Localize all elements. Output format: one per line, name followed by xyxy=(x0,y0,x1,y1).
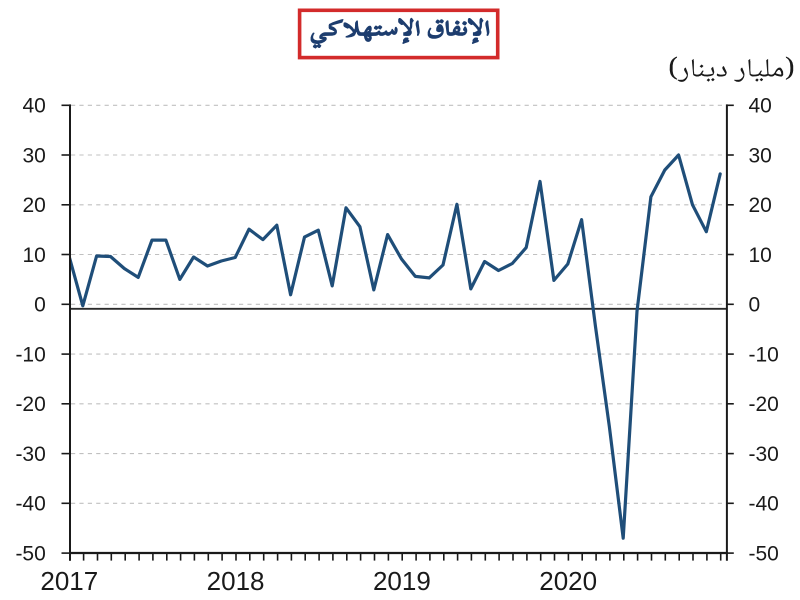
svg-text:2020: 2020 xyxy=(539,566,597,596)
svg-text:-30: -30 xyxy=(749,443,779,466)
svg-text:2019: 2019 xyxy=(373,566,431,596)
svg-text:-50: -50 xyxy=(15,543,45,566)
svg-text:2018: 2018 xyxy=(207,566,265,596)
svg-text:2017: 2017 xyxy=(40,566,98,596)
svg-text:10: 10 xyxy=(749,244,772,267)
svg-text:30: 30 xyxy=(749,144,772,167)
svg-text:40: 40 xyxy=(749,95,772,118)
svg-text:-30: -30 xyxy=(15,443,45,466)
svg-text:-20: -20 xyxy=(749,393,779,416)
svg-text:-20: -20 xyxy=(15,393,45,416)
svg-text:20: 20 xyxy=(22,194,45,217)
svg-text:-10: -10 xyxy=(749,344,779,367)
svg-text:40: 40 xyxy=(22,95,45,118)
svg-text:-40: -40 xyxy=(15,493,45,516)
svg-text:20: 20 xyxy=(749,194,772,217)
svg-text:0: 0 xyxy=(749,294,761,317)
svg-text:-10: -10 xyxy=(15,344,45,367)
svg-text:-40: -40 xyxy=(749,493,779,516)
svg-text:0: 0 xyxy=(34,294,46,317)
svg-text:-50: -50 xyxy=(749,543,779,566)
svg-text:30: 30 xyxy=(22,144,45,167)
svg-text:10: 10 xyxy=(22,244,45,267)
